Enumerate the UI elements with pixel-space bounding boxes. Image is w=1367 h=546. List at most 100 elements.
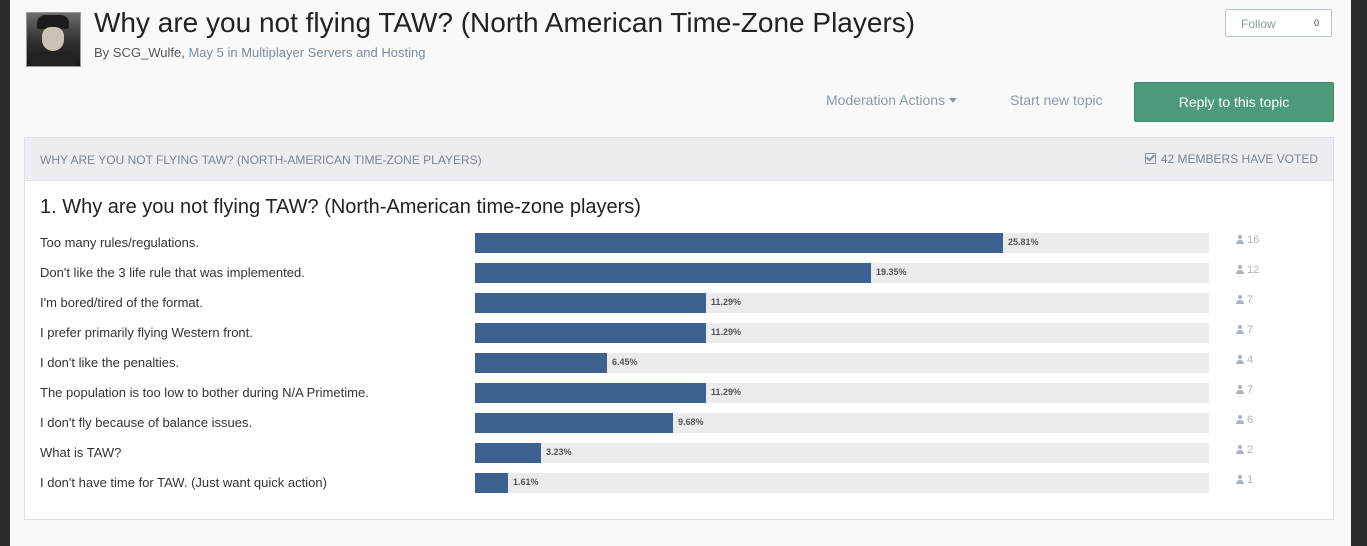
poll-choice-label: I don't like the penalties. bbox=[40, 355, 180, 370]
user-icon bbox=[1236, 235, 1244, 244]
poll-choice-votes: 12 bbox=[1236, 264, 1259, 276]
poll-bar-percent: 1.61% bbox=[513, 477, 539, 487]
poll-bar-fill bbox=[475, 233, 1003, 253]
poll-bar-fill bbox=[475, 473, 508, 493]
poll-bar-track: 11.29% bbox=[475, 293, 1209, 313]
poll-bar-fill bbox=[475, 323, 706, 343]
poll-choice-row: I don't have time for TAW. (Just want qu… bbox=[25, 473, 1333, 505]
user-icon bbox=[1236, 475, 1244, 484]
caret-down-icon bbox=[949, 98, 958, 103]
poll-bar-track: 6.45% bbox=[475, 353, 1209, 373]
poll-bar-fill bbox=[475, 413, 673, 433]
poll-bar-track: 11.29% bbox=[475, 383, 1209, 403]
poll-bar-percent: 9.68% bbox=[678, 417, 704, 427]
poll-choice-row: I prefer primarily flying Western front.… bbox=[25, 323, 1333, 355]
poll-choice-vote-count: 1 bbox=[1247, 474, 1254, 486]
topic-byline: By SCG_Wulfe, May 5 in Multiplayer Serve… bbox=[94, 45, 425, 60]
poll-choice-votes: 1 bbox=[1236, 474, 1253, 486]
poll-box: WHY ARE YOU NOT FLYING TAW? (NORTH-AMERI… bbox=[24, 137, 1334, 520]
poll-choice-row: I don't like the penalties. 6.45% 4 bbox=[25, 353, 1333, 385]
poll-choice-vote-count: 4 bbox=[1247, 354, 1254, 366]
poll-choice-label: What is TAW? bbox=[40, 445, 122, 460]
poll-bar-track: 19.35% bbox=[475, 263, 1209, 283]
poll-bar-track: 9.68% bbox=[475, 413, 1209, 433]
poll-choice-label: Too many rules/regulations. bbox=[40, 235, 199, 250]
poll-choice-votes: 4 bbox=[1236, 354, 1253, 366]
page-scroll-gutter bbox=[1351, 0, 1367, 546]
user-icon bbox=[1236, 415, 1244, 424]
post-date: May 5 in bbox=[188, 45, 238, 60]
poll-choice-vote-count: 7 bbox=[1247, 324, 1254, 336]
poll-bar-percent: 19.35% bbox=[876, 267, 907, 277]
topic-title: Why are you not flying TAW? (North Ameri… bbox=[94, 7, 916, 38]
poll-bar-percent: 6.45% bbox=[612, 357, 638, 367]
poll-question: 1. Why are you not flying TAW? (North-Am… bbox=[40, 196, 641, 218]
user-icon bbox=[1236, 265, 1244, 274]
poll-choice-vote-count: 2 bbox=[1247, 444, 1254, 456]
poll-bar-percent: 11.29% bbox=[711, 297, 742, 307]
start-new-topic-link[interactable]: Start new topic bbox=[1010, 92, 1103, 108]
poll-choice-row: I don't fly because of balance issues. 9.… bbox=[25, 413, 1333, 445]
poll-bar-percent: 11.29% bbox=[711, 327, 742, 337]
user-icon bbox=[1236, 385, 1244, 394]
poll-bar-percent: 11.29% bbox=[711, 387, 742, 397]
forum-link[interactable]: Multiplayer Servers and Hosting bbox=[241, 45, 426, 60]
poll-choice-vote-count: 7 bbox=[1247, 384, 1254, 396]
poll-choice-row: Too many rules/regulations. 25.81% 16 bbox=[25, 233, 1333, 265]
poll-choice-label: I don't fly because of balance issues. bbox=[40, 415, 253, 430]
poll-bar-fill bbox=[475, 383, 706, 403]
byline-prefix: By bbox=[94, 45, 113, 60]
user-icon bbox=[1236, 355, 1244, 364]
poll-vote-total-label: 42 MEMBERS HAVE VOTED bbox=[1160, 152, 1318, 166]
poll-choice-row: I'm bored/tired of the format. 11.29% 7 bbox=[25, 293, 1333, 325]
check-icon bbox=[1144, 153, 1156, 164]
poll-choice-label: I prefer primarily flying Western front. bbox=[40, 325, 253, 340]
user-icon bbox=[1236, 445, 1244, 454]
poll-choice-label: The population is too low to bother duri… bbox=[40, 385, 369, 400]
poll-header: WHY ARE YOU NOT FLYING TAW? (NORTH-AMERI… bbox=[25, 138, 1333, 181]
user-icon bbox=[1236, 295, 1244, 304]
poll-choice-votes: 6 bbox=[1236, 414, 1253, 426]
follow-button[interactable]: Follow 0 bbox=[1225, 9, 1332, 37]
poll-choice-label: Don't like the 3 life rule that was impl… bbox=[40, 265, 305, 280]
poll-header-title: WHY ARE YOU NOT FLYING TAW? (NORTH-AMERI… bbox=[40, 153, 482, 167]
moderation-actions-menu[interactable]: Moderation Actions bbox=[826, 92, 958, 108]
poll-bar-track: 25.81% bbox=[475, 233, 1209, 253]
user-icon bbox=[1236, 325, 1244, 334]
poll-choice-vote-count: 6 bbox=[1247, 414, 1254, 426]
byline-comma: , bbox=[181, 45, 189, 60]
topic-page: Why are you not flying TAW? (North Ameri… bbox=[10, 0, 1351, 546]
poll-choice-label: I don't have time for TAW. (Just want qu… bbox=[40, 475, 327, 490]
author-link[interactable]: SCG_Wulfe bbox=[112, 45, 182, 60]
poll-choice-row: What is TAW? 3.23% 2 bbox=[25, 443, 1333, 475]
follow-label: Follow bbox=[1241, 17, 1276, 31]
poll-bar-percent: 3.23% bbox=[546, 447, 572, 457]
poll-choice-row: The population is too low to bother duri… bbox=[25, 383, 1333, 415]
author-avatar[interactable] bbox=[26, 12, 81, 67]
reply-button[interactable]: Reply to this topic bbox=[1134, 82, 1334, 122]
moderation-actions-label: Moderation Actions bbox=[826, 92, 946, 108]
poll-choice-votes: 7 bbox=[1236, 324, 1253, 336]
poll-choice-row: Don't like the 3 life rule that was impl… bbox=[25, 263, 1333, 295]
poll-choice-vote-count: 12 bbox=[1247, 264, 1260, 276]
poll-bar-percent: 25.81% bbox=[1008, 237, 1039, 247]
follow-count: 0 bbox=[1313, 18, 1319, 28]
poll-bar-track: 3.23% bbox=[475, 443, 1209, 463]
poll-bar-track: 1.61% bbox=[475, 473, 1209, 493]
poll-choice-votes: 2 bbox=[1236, 444, 1253, 456]
avatar-coat bbox=[31, 51, 76, 66]
poll-choice-label: I'm bored/tired of the format. bbox=[40, 295, 203, 310]
avatar-face bbox=[42, 27, 64, 51]
poll-bar-fill bbox=[475, 353, 607, 373]
poll-bar-track: 11.29% bbox=[475, 323, 1209, 343]
poll-vote-total: 42 MEMBERS HAVE VOTED bbox=[1144, 152, 1318, 166]
poll-choice-votes: 7 bbox=[1236, 384, 1253, 396]
poll-choice-vote-count: 7 bbox=[1247, 294, 1254, 306]
poll-bar-fill bbox=[475, 263, 871, 283]
avatar-cap bbox=[37, 15, 69, 29]
poll-choice-vote-count: 16 bbox=[1247, 234, 1260, 246]
poll-bar-fill bbox=[475, 443, 541, 463]
poll-bar-fill bbox=[475, 293, 706, 313]
poll-choice-votes: 16 bbox=[1236, 234, 1259, 246]
poll-choice-votes: 7 bbox=[1236, 294, 1253, 306]
